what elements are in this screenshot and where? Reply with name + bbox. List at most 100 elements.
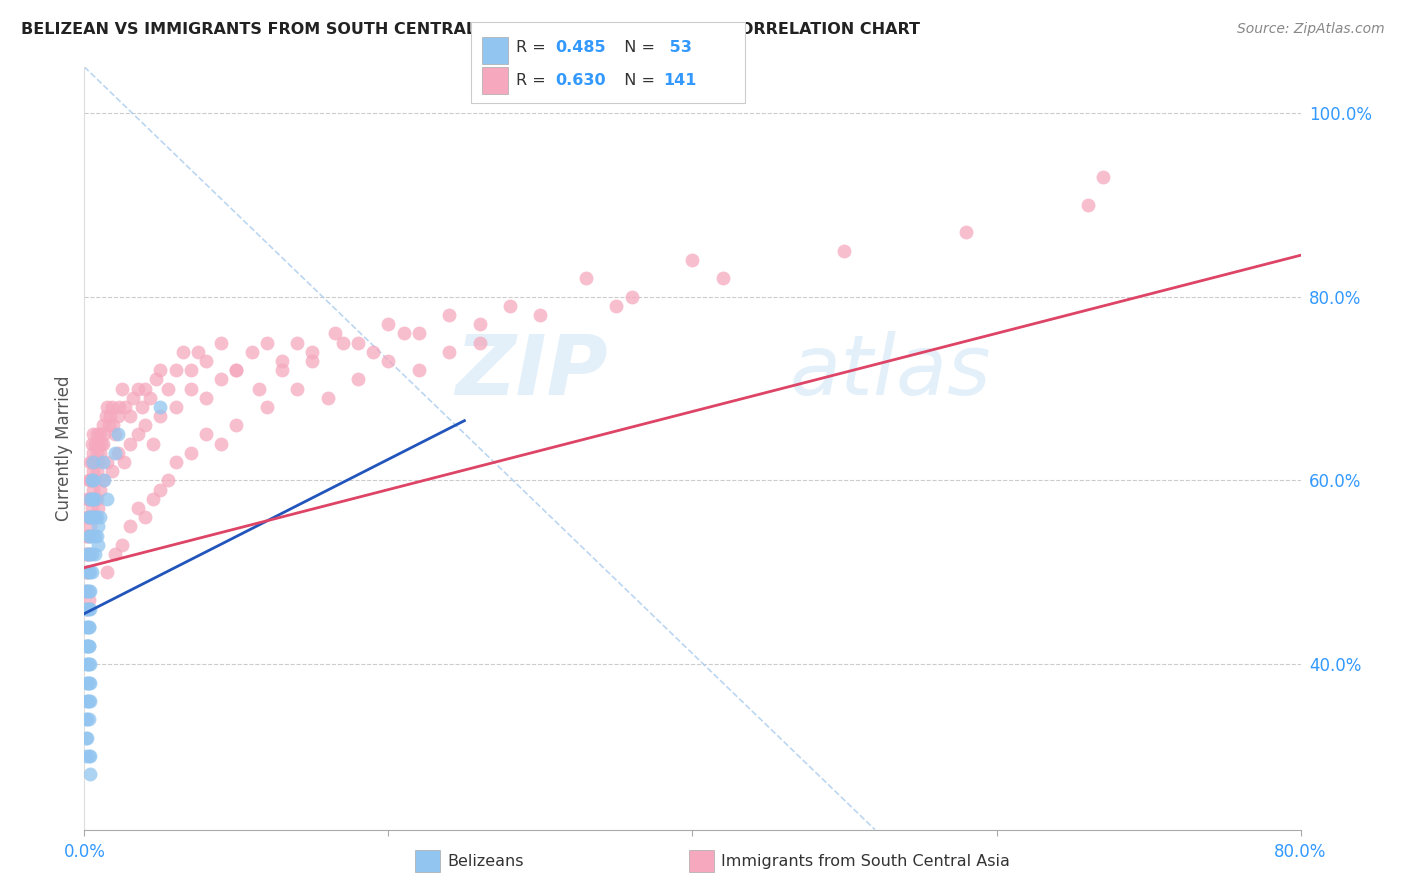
Point [225, 418, 247, 433]
Point [86, 491, 108, 506]
Point [134, 382, 156, 396]
Point [76, 675, 98, 690]
Point [86, 528, 108, 542]
Point [122, 391, 145, 405]
Point [112, 455, 135, 469]
Point [111, 538, 134, 552]
Point [107, 409, 129, 423]
Point [77, 566, 100, 580]
Point [76, 510, 98, 524]
Point [87, 519, 110, 533]
Point [77, 547, 100, 561]
Point [80, 500, 103, 515]
Point [149, 363, 172, 377]
Point [82, 510, 104, 524]
Point [77, 639, 100, 653]
Point [91, 474, 114, 488]
Point [76, 620, 98, 634]
Point [79, 749, 101, 764]
Point [75, 566, 97, 580]
Text: BELIZEAN VS IMMIGRANTS FROM SOUTH CENTRAL ASIA CURRENTLY MARRIED CORRELATION CHA: BELIZEAN VS IMMIGRANTS FROM SOUTH CENTRA… [21, 22, 920, 37]
Point [75, 583, 97, 598]
Text: Belizeans: Belizeans [447, 854, 523, 869]
Point [79, 491, 101, 506]
Point [180, 446, 202, 460]
Point [104, 547, 127, 561]
Point [79, 510, 101, 524]
Text: atlas: atlas [790, 332, 991, 412]
Point [187, 344, 209, 359]
Point [76, 583, 98, 598]
Point [80, 474, 103, 488]
Point [377, 354, 399, 368]
Point [90, 436, 112, 450]
Point [76, 731, 98, 745]
Text: 0.630: 0.630 [555, 73, 606, 87]
Point [75, 583, 97, 598]
Point [332, 335, 354, 350]
Point [79, 767, 101, 781]
Point [91, 436, 114, 450]
Point [82, 491, 104, 506]
Point [76, 566, 98, 580]
Point [118, 409, 141, 423]
Point [82, 455, 104, 469]
Point [76, 675, 98, 690]
Point [91, 455, 114, 469]
Point [75, 620, 97, 634]
Point [80, 528, 103, 542]
Point [77, 510, 100, 524]
Point [79, 455, 101, 469]
Point [301, 344, 323, 359]
Point [77, 547, 100, 561]
Point [209, 335, 232, 350]
Point [165, 363, 187, 377]
Point [84, 491, 107, 506]
Point [76, 528, 98, 542]
Point [84, 436, 107, 450]
Point [240, 344, 263, 359]
Point [79, 583, 101, 598]
Point [256, 335, 278, 350]
Point [108, 400, 131, 414]
Point [77, 657, 100, 672]
Point [149, 400, 172, 414]
Point [77, 602, 100, 616]
Point [75, 712, 97, 726]
Point [84, 528, 107, 542]
Point [77, 620, 100, 634]
Point [138, 391, 160, 405]
Point [75, 547, 97, 561]
Text: 141: 141 [664, 73, 697, 87]
Point [682, 252, 704, 267]
Point [194, 391, 218, 405]
Point [80, 547, 103, 561]
Point [86, 464, 108, 478]
Point [82, 464, 104, 478]
Point [89, 483, 111, 497]
Point [82, 491, 104, 506]
Point [529, 308, 551, 322]
Point [225, 363, 247, 377]
Point [575, 271, 598, 285]
Point [82, 474, 104, 488]
Point [468, 335, 491, 350]
Point [75, 528, 97, 542]
Point [711, 271, 734, 285]
Point [96, 400, 118, 414]
Point [79, 566, 101, 580]
Point [209, 372, 232, 386]
Point [80, 566, 103, 580]
Point [100, 464, 122, 478]
Point [86, 446, 108, 460]
Point [834, 244, 856, 258]
Point [127, 427, 149, 442]
Point [77, 620, 100, 634]
Point [75, 731, 97, 745]
Point [86, 427, 108, 442]
Point [96, 491, 118, 506]
Point [76, 639, 98, 653]
Point [79, 602, 101, 616]
Point [118, 436, 141, 450]
Point [271, 363, 294, 377]
